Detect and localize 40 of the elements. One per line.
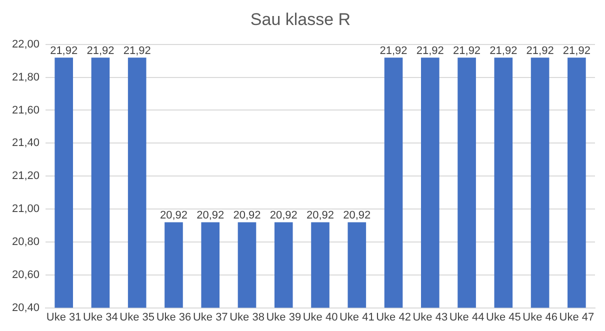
data-label: 20,92 xyxy=(160,210,188,222)
x-tick-label: Uke 45 xyxy=(486,311,521,324)
data-label: 21,92 xyxy=(380,45,408,58)
x-tick-label: Uke 40 xyxy=(302,311,338,324)
x-tick-label: Uke 44 xyxy=(449,311,484,324)
x-tick-label: Uke 38 xyxy=(230,311,264,324)
data-label: 21,92 xyxy=(416,45,444,58)
y-tick-label: 20,80 xyxy=(12,236,40,248)
data-label: 21,92 xyxy=(50,45,78,58)
y-tick-label: 21,20 xyxy=(12,170,40,182)
data-label: 20,92 xyxy=(270,210,298,222)
x-tick-label: Uke 39 xyxy=(266,311,302,324)
x-tick-label: Uke 35 xyxy=(120,311,155,324)
y-tick-label: 21,40 xyxy=(12,137,40,150)
x-tick-label: Uke 31 xyxy=(46,311,82,324)
x-tick-label: Uke 42 xyxy=(376,311,411,324)
y-tick-label: 20,60 xyxy=(12,268,40,281)
data-label: 21,92 xyxy=(453,45,481,58)
x-tick-label: Uke 47 xyxy=(559,311,594,324)
y-tick-label: 21,80 xyxy=(12,71,40,84)
y-tick-label: 21,00 xyxy=(12,203,40,216)
data-label: 20,92 xyxy=(196,210,224,222)
x-tick-label: Uke 43 xyxy=(412,311,448,324)
data-label: 20,92 xyxy=(343,210,371,222)
chart-title: Sau klasse R xyxy=(250,10,351,29)
x-tick-label: Uke 41 xyxy=(339,311,374,324)
data-label: 21,92 xyxy=(526,45,554,58)
x-tick-label: Uke 36 xyxy=(156,311,192,324)
x-tick-label: Uke 46 xyxy=(522,311,558,324)
data-label: 20,92 xyxy=(306,210,334,222)
data-label: 21,92 xyxy=(86,45,114,58)
data-label: 21,92 xyxy=(490,45,518,58)
x-tick-label: Uke 34 xyxy=(83,311,118,324)
data-label: 21,92 xyxy=(562,45,590,58)
y-tick-label: 20,40 xyxy=(12,302,40,314)
y-tick-label: 21,60 xyxy=(12,104,40,116)
data-label: 20,92 xyxy=(233,210,261,222)
y-tick-label: 22,00 xyxy=(12,38,40,50)
x-tick-label: Uke 37 xyxy=(192,311,228,324)
data-label: 21,92 xyxy=(123,45,151,58)
